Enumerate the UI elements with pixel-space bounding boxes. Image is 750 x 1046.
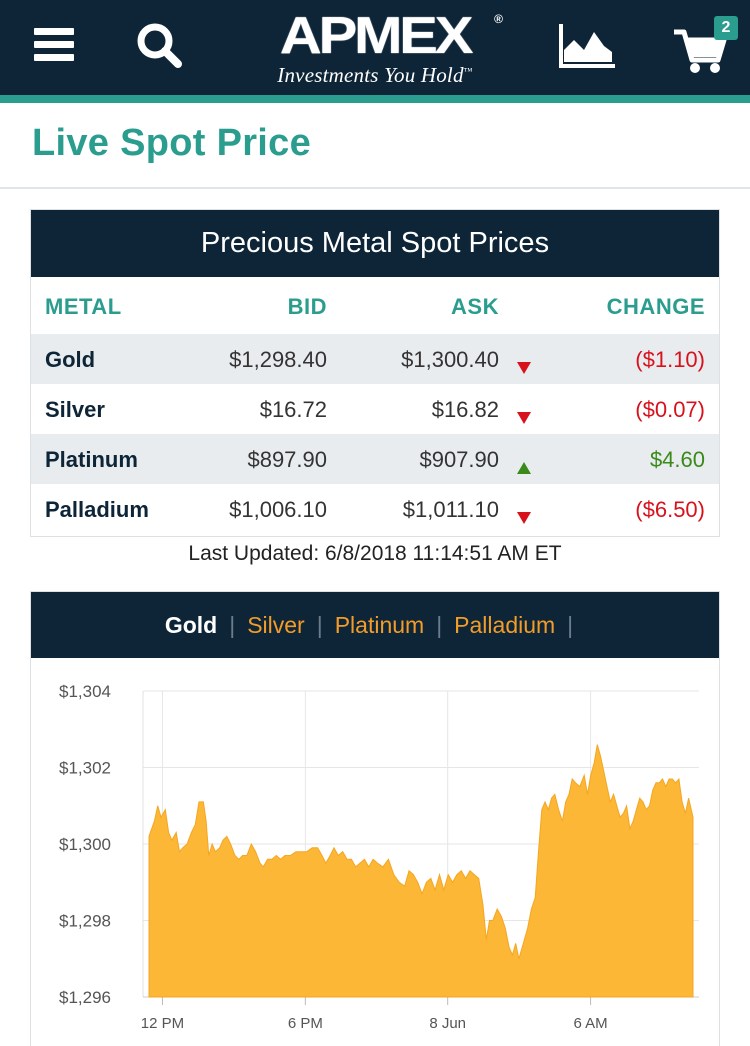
ask-price: $1,300.40 [401, 347, 499, 372]
price-change: $4.60 [649, 447, 705, 472]
tab-separator: | [229, 611, 236, 638]
tab-separator: | [316, 611, 323, 638]
ask-price: $16.82 [431, 397, 499, 422]
hamburger-menu-icon[interactable] [34, 24, 76, 66]
y-tick-label: $1,298 [59, 912, 111, 931]
search-icon[interactable] [134, 20, 186, 72]
apmex-logo[interactable]: APMEX ® Investments You Hold™ [245, 7, 505, 87]
price-change: ($0.07) [635, 397, 705, 422]
bid-price: $16.72 [259, 397, 327, 422]
header-accent-stripe [0, 95, 750, 103]
price-change: ($6.50) [635, 497, 705, 522]
spot-row-palladium[interactable]: Palladium $1,006.10 $1,011.10 ($6.50) [31, 484, 719, 534]
chart-tab-platinum[interactable]: Platinum [334, 611, 425, 638]
logo-registered-mark: ® [494, 12, 503, 26]
column-header-change: CHANGE [606, 294, 705, 319]
trend-down-icon [517, 404, 531, 424]
spot-table-heading: Precious Metal Spot Prices [31, 210, 719, 277]
y-tick-label: $1,302 [59, 759, 111, 778]
logo-wordmark: APMEX [279, 7, 474, 65]
tagline-trademark: ™ [463, 66, 473, 76]
metal-name: Palladium [45, 497, 149, 522]
column-header-ask: ASK [451, 294, 499, 319]
bid-price: $897.90 [247, 447, 327, 472]
y-tick-label: $1,296 [59, 988, 111, 1007]
metal-name: Gold [45, 347, 96, 372]
gold-price-area [148, 744, 694, 998]
tab-separator: | [567, 611, 574, 638]
logo-tagline: Investments You Hold [277, 63, 464, 87]
x-tick-label: 8 Jun [429, 1015, 466, 1032]
x-tick-label: 6 AM [573, 1015, 607, 1032]
column-header-metal: METAL [45, 294, 122, 319]
chart-tab-palladium[interactable]: Palladium [454, 611, 556, 638]
gold-price-area-chart: $1,296 $1,298 $1,300 $1,302 $1,304 12 PM 6 PM 8… [59, 682, 699, 1032]
metal-chart-tabs: Gold | Silver | Platinum | Palladium | [31, 592, 719, 658]
trend-down-icon [517, 354, 531, 374]
metal-name: Platinum [45, 447, 138, 472]
page-title: Live Spot Price [32, 122, 312, 164]
y-tick-label: $1,300 [59, 835, 111, 854]
shopping-cart-icon[interactable]: 2 [672, 14, 742, 74]
trend-up-icon [517, 454, 531, 474]
price-chart-card: Gold | Silver | Platinum | Palladium | $1,296 $1… [30, 591, 720, 1046]
bid-price: $1,006.10 [229, 497, 327, 522]
app-header: APMEX ® Investments You Hold™ 2 [0, 0, 750, 95]
column-header-bid: BID [287, 294, 327, 319]
spot-row-gold[interactable]: Gold $1,298.40 $1,300.40 ($1.10) [31, 334, 719, 384]
y-tick-label: $1,304 [59, 682, 111, 701]
x-tick-label: 12 PM [141, 1015, 184, 1032]
last-updated-text: Last Updated: 6/8/2018 11:14:51 AM ET [188, 542, 562, 565]
bid-price: $1,298.40 [229, 347, 327, 372]
ask-price: $1,011.10 [402, 497, 499, 522]
metal-name: Silver [45, 397, 105, 422]
ask-price: $907.90 [419, 447, 499, 472]
tab-separator: | [436, 611, 443, 638]
x-tick-label: 6 PM [288, 1015, 323, 1032]
area-chart-icon[interactable] [558, 22, 618, 70]
cart-count-badge: 2 [714, 16, 738, 40]
trend-down-icon [517, 504, 531, 524]
spot-row-silver[interactable]: Silver $16.72 $16.82 ($0.07) [31, 384, 719, 434]
chart-tab-silver[interactable]: Silver [247, 611, 305, 638]
chart-tab-gold[interactable]: Gold [164, 611, 218, 638]
title-divider [0, 187, 750, 189]
spot-table-columns: METAL BID ASK CHANGE [31, 277, 719, 334]
spot-row-platinum[interactable]: Platinum $897.90 $907.90 $4.60 [31, 434, 719, 484]
spot-price-table: Precious Metal Spot Prices METAL BID ASK… [30, 209, 720, 537]
price-change: ($1.10) [635, 347, 705, 372]
